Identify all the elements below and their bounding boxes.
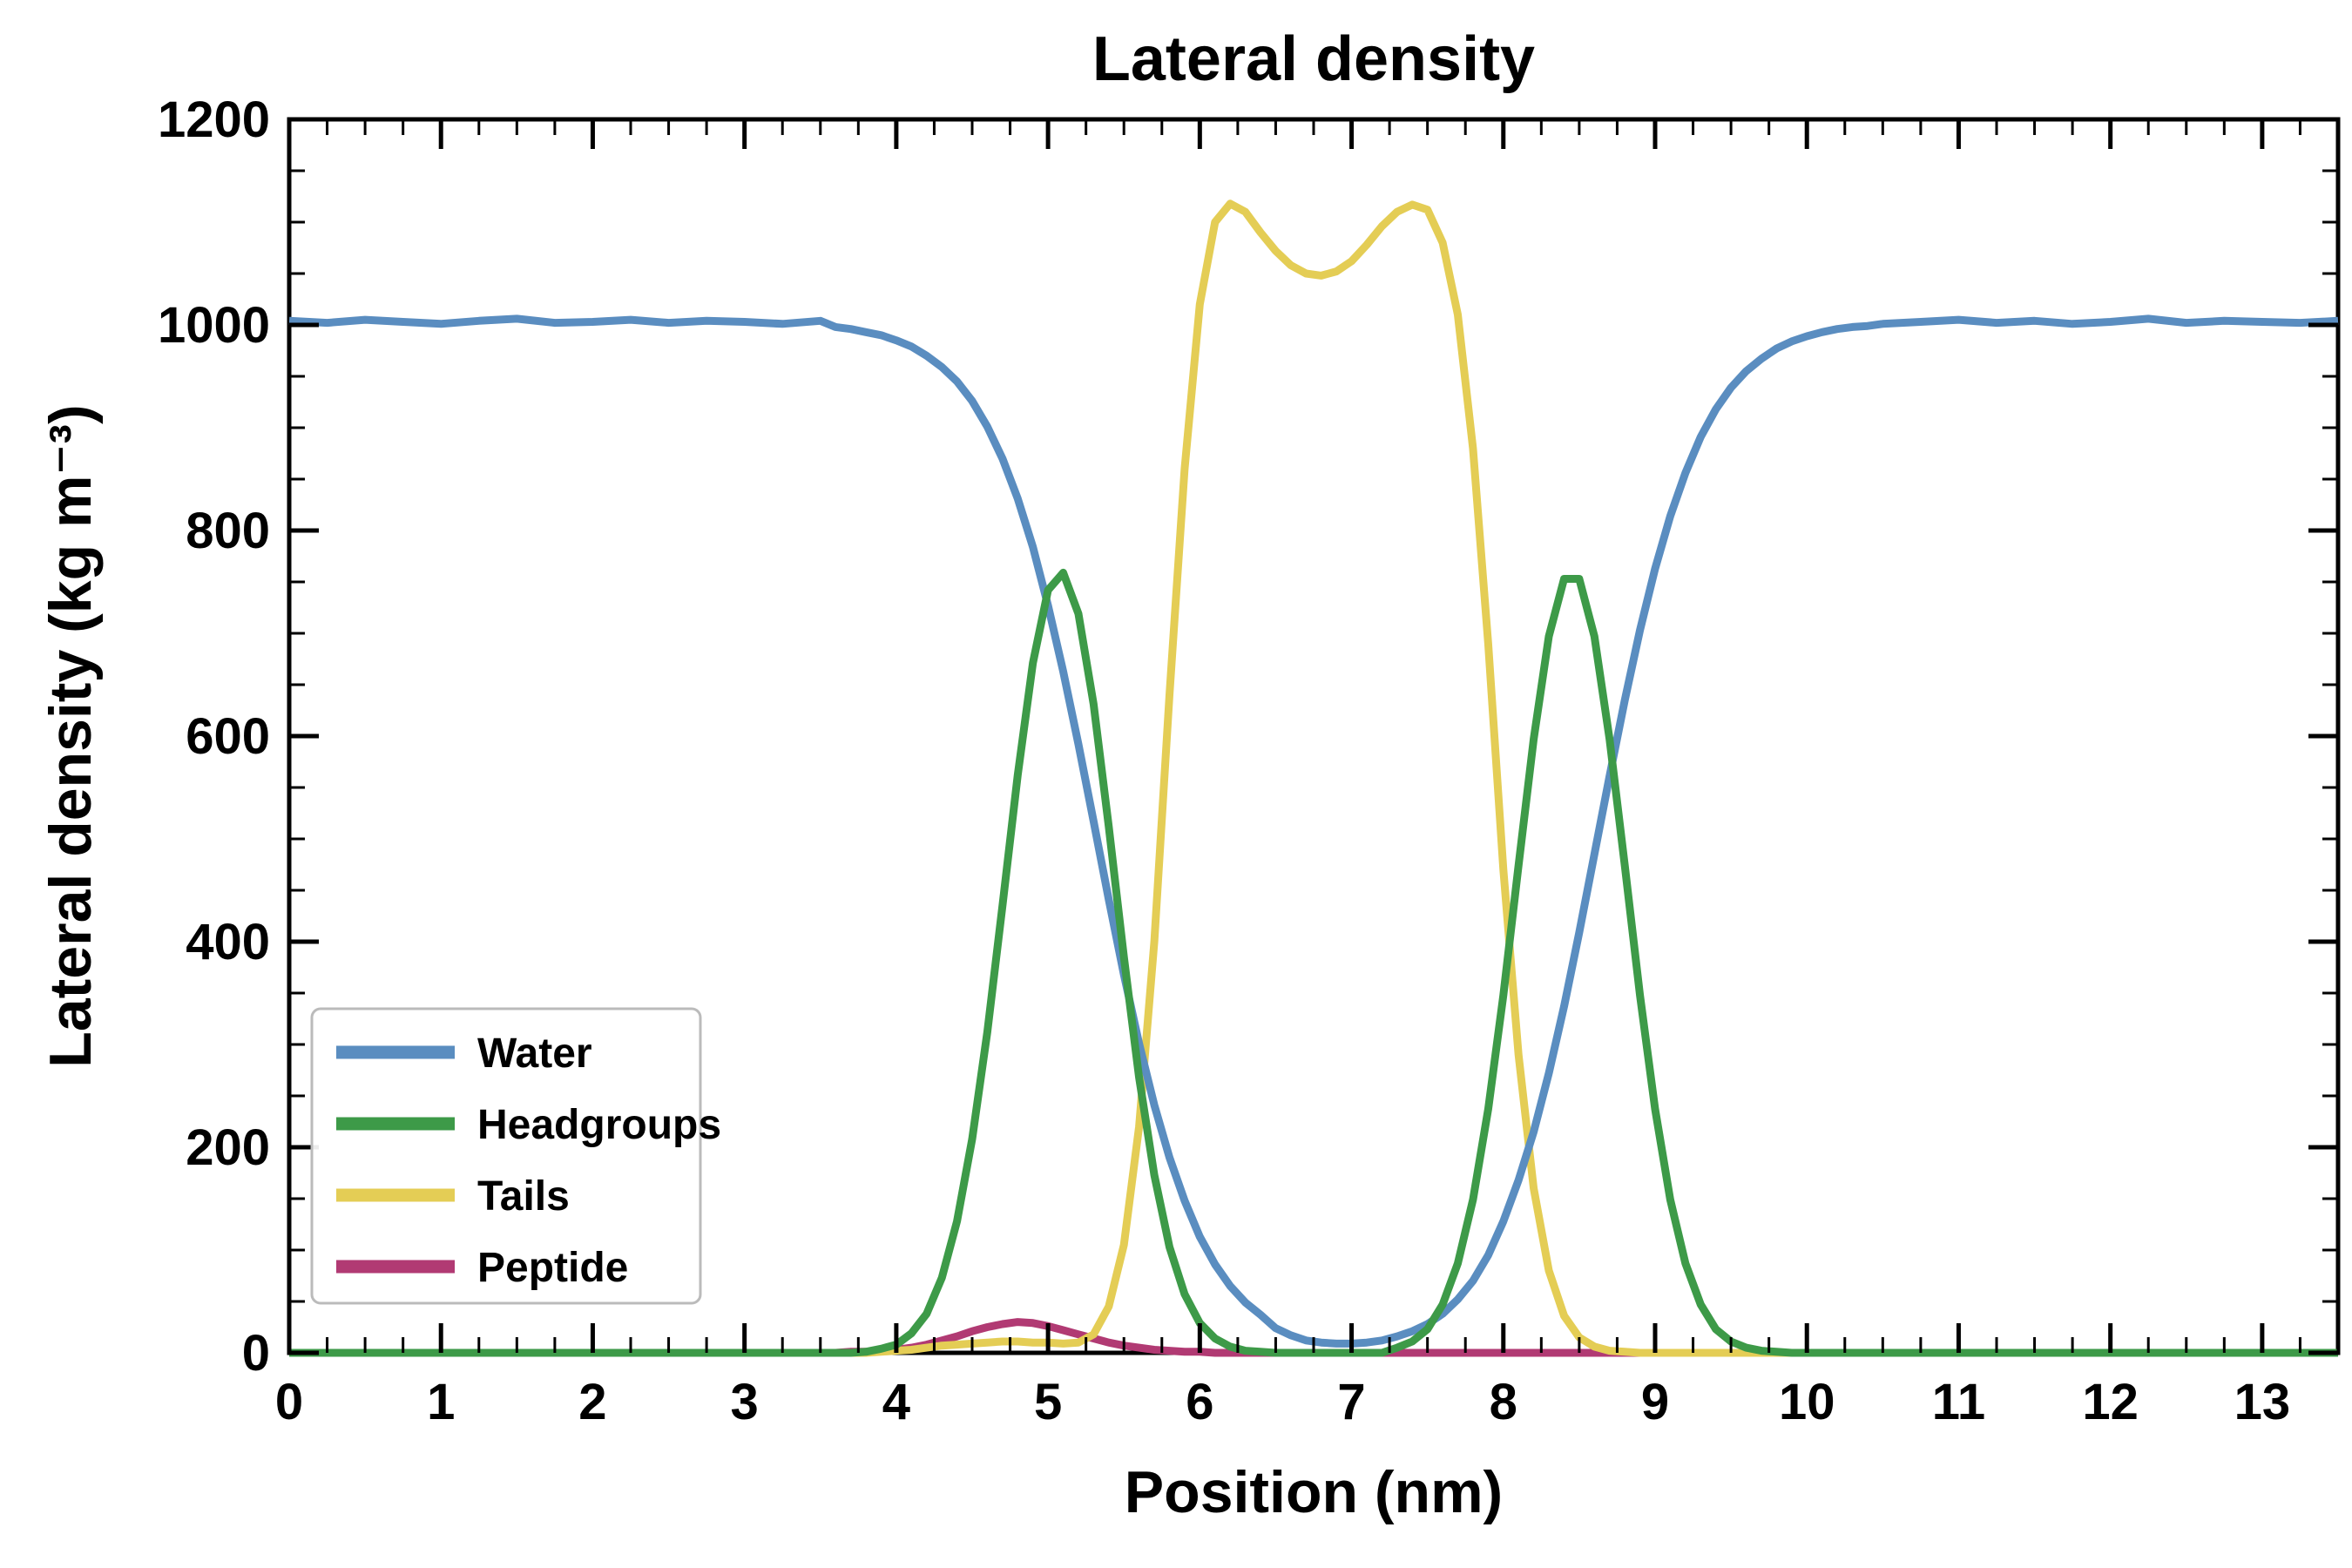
legend-label: Water	[477, 1031, 592, 1077]
x-tick-label: 11	[1932, 1374, 1985, 1430]
x-axis-label: Position (nm)	[1125, 1459, 1503, 1525]
x-tick-label: 4	[882, 1374, 910, 1430]
legend-item-peptide: Peptide	[336, 1245, 628, 1291]
y-tick-label: 600	[186, 708, 270, 765]
x-tick-label: 7	[1337, 1374, 1365, 1430]
legend-item-water: Water	[336, 1031, 592, 1077]
x-tick-label: 2	[578, 1374, 606, 1430]
y-tick-label: 0	[242, 1325, 270, 1382]
legend-label: Tails	[477, 1173, 570, 1220]
x-tick-label: 9	[1641, 1374, 1669, 1430]
x-tick-label: 10	[1779, 1374, 1835, 1430]
y-tick-label: 200	[186, 1119, 270, 1176]
x-tick-label: 5	[1034, 1374, 1062, 1430]
legend-item-headgroups: Headgroups	[336, 1102, 721, 1148]
x-tick-label: 13	[2234, 1374, 2291, 1430]
y-tick-label: 400	[186, 914, 270, 970]
x-tick-label: 8	[1490, 1374, 1517, 1430]
y-tick-label: 800	[186, 503, 270, 559]
series-line-headgroups	[289, 568, 2338, 1357]
series-lines	[288, 199, 2339, 1357]
y-axis-label: Lateral density (kg m⁻³)	[37, 404, 104, 1067]
y-tick-label: 1000	[158, 297, 270, 354]
legend-item-tails: Tails	[336, 1173, 570, 1220]
y-tick-label: 1200	[158, 91, 270, 148]
x-tick-label: 12	[2082, 1374, 2139, 1430]
legend-box	[310, 1007, 702, 1305]
legend-label: Headgroups	[477, 1102, 721, 1148]
x-tick-label: 0	[275, 1374, 303, 1430]
legend: Water Headgroups Tails Peptide	[310, 1007, 721, 1305]
legend-label: Peptide	[477, 1245, 628, 1291]
x-tick-label: 6	[1186, 1374, 1213, 1430]
x-tick-label: 1	[427, 1374, 455, 1430]
series-line-water	[288, 314, 2339, 1348]
x-tick-label: 3	[731, 1374, 759, 1430]
plot-area: 0 1 2 3 4 5 6 7 8 9 10 11 12 13020040060080010001200W…	[158, 91, 2341, 1430]
chart-title: Lateral density	[1092, 24, 1535, 94]
